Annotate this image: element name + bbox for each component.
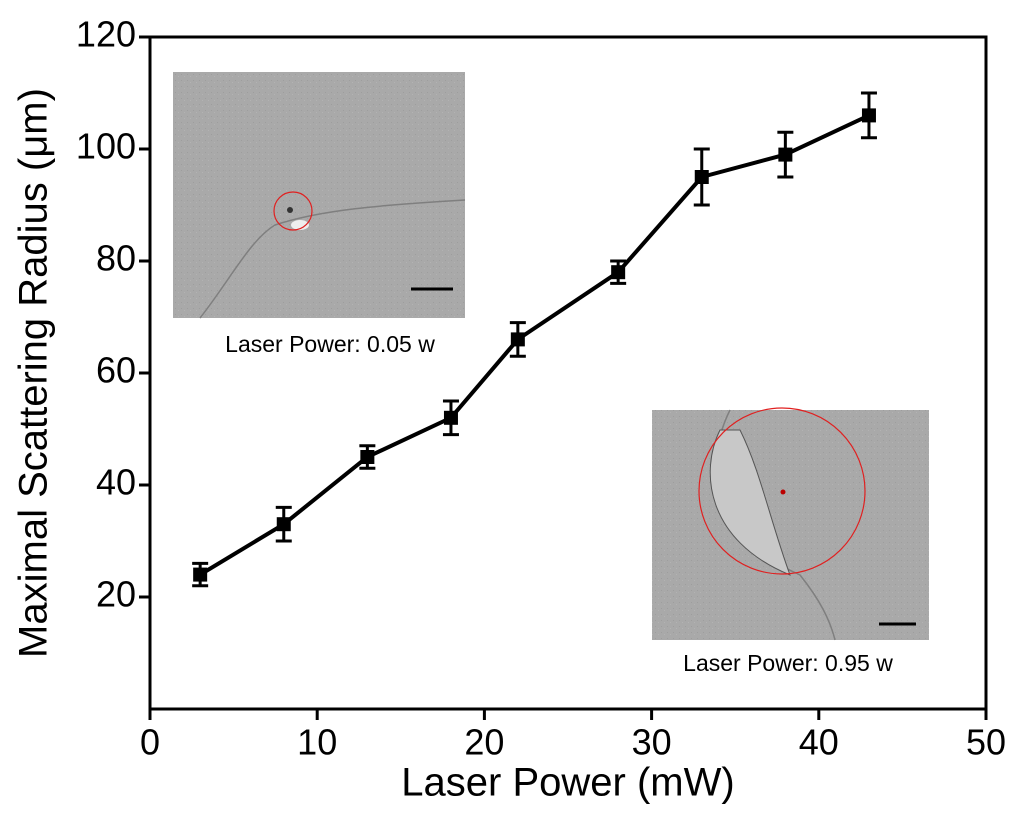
x-tick-label: 30	[632, 722, 672, 763]
y-tick-label: 20	[96, 574, 136, 615]
data-point	[193, 567, 208, 582]
data-point	[611, 265, 626, 280]
y-tick-label: 60	[96, 350, 136, 391]
data-point	[276, 517, 291, 532]
y-axis-title: Maximal Scattering Radius (μm)	[12, 88, 56, 658]
y-tick-label: 100	[76, 126, 136, 167]
data-point	[694, 170, 709, 184]
data-point	[861, 108, 876, 123]
inset-image-high	[652, 407, 929, 641]
inset-image-low	[173, 72, 466, 319]
annotation: Laser Power: 0.05 w	[225, 331, 435, 357]
data-point	[510, 332, 525, 347]
y-tick-label: 120	[76, 14, 136, 55]
x-tick-label: 50	[966, 722, 1006, 763]
x-tick-label: 0	[140, 722, 160, 763]
annotation: Laser Power: 0.95 w	[683, 650, 893, 676]
data-point	[778, 147, 793, 162]
data-point	[360, 450, 375, 464]
x-axis-title: Laser Power (mW)	[401, 761, 734, 805]
x-tick-label: 20	[464, 722, 504, 763]
x-tick-label: 10	[297, 722, 337, 763]
x-tick-label: 40	[799, 722, 839, 763]
y-tick-label: 40	[96, 462, 136, 503]
y-tick-label: 80	[96, 238, 136, 279]
data-point	[443, 410, 458, 425]
